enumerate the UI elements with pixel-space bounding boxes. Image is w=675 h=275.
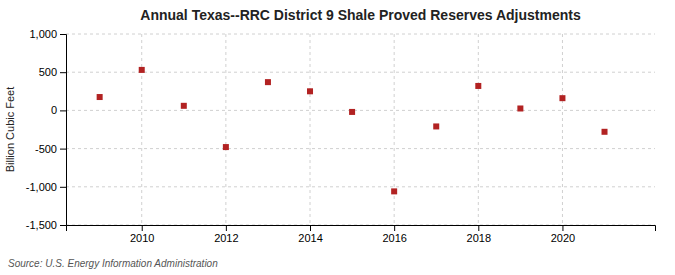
tick-label: 500 (39, 66, 57, 78)
tick: -1,500 (26, 219, 66, 231)
annotation: Source: U.S. Energy Information Administ… (8, 258, 218, 269)
y-axis-title: Billion Cubic Feet (4, 87, 16, 173)
tick: -1,000 (26, 181, 66, 193)
grid-line-x (141, 34, 142, 225)
point (307, 88, 313, 94)
grid-line-y (66, 72, 655, 73)
tick-label: 2020 (551, 232, 575, 244)
tick: 2018 (467, 225, 491, 244)
plot-area: 2010 2012 2014 2016 2018 2020 -1,500 -1,000 -500… (26, 28, 656, 244)
grid-line-y (66, 186, 655, 187)
tick-mark (310, 225, 311, 231)
tick-label: 2010 (130, 232, 154, 244)
grid-line-x (394, 34, 395, 225)
x-axis: 2010 2012 2014 2016 2018 2020 (67, 225, 656, 244)
grid-line-y (66, 34, 655, 35)
tick: 2020 (551, 225, 575, 244)
tick-label: 0 (51, 104, 57, 116)
tick-mark (60, 34, 66, 35)
tick-label: 1,000 (29, 28, 57, 40)
tick-mark (226, 225, 227, 231)
point (223, 144, 229, 150)
tick: 0 (51, 104, 66, 116)
tick-mark (562, 225, 563, 231)
tick-mark (60, 187, 66, 188)
point (349, 109, 355, 115)
tick-label: 2018 (467, 232, 491, 244)
tick-mark (142, 225, 143, 231)
tick-label: 2012 (214, 232, 238, 244)
tick-label: -1,000 (26, 181, 57, 193)
tick-mark (478, 225, 479, 231)
point (181, 103, 187, 109)
points (97, 67, 608, 194)
tick-label: 2016 (382, 232, 406, 244)
grid-line-x (310, 34, 311, 225)
tick-label: 2014 (298, 232, 322, 244)
grid-line-x (225, 34, 226, 225)
point (602, 129, 608, 135)
point (433, 123, 439, 129)
point (139, 67, 145, 73)
tick-mark (60, 225, 66, 226)
grid-line-x (478, 34, 479, 225)
tick: 2012 (214, 225, 238, 244)
chart-svg: 2010 2012 2014 2016 2018 2020 -1,500 -1,000 -500… (0, 0, 675, 275)
point (475, 83, 481, 89)
tick: 2010 (130, 225, 154, 244)
grid-line-y (66, 148, 655, 149)
grid-line-x (562, 34, 563, 225)
axis-line (67, 226, 656, 232)
tick-label: -500 (35, 143, 57, 155)
grid (66, 34, 655, 225)
point (391, 188, 397, 194)
tick: 2014 (298, 225, 322, 244)
tick-label: -1,500 (26, 219, 57, 231)
point (97, 94, 103, 100)
tick: 2016 (382, 225, 406, 244)
point (517, 105, 523, 111)
tick: -500 (35, 143, 66, 155)
tick-mark (60, 110, 66, 111)
grid-line-y (66, 110, 655, 111)
chart-container: 2010 2012 2014 2016 2018 2020 -1,500 -1,000 -500… (0, 0, 675, 275)
y-axis: -1,500 -1,000 -500 0 500 1,000 (26, 28, 67, 231)
tick-mark (394, 225, 395, 231)
axis-line (60, 35, 67, 226)
title: Annual Texas--RRC District 9 Shale Prove… (140, 7, 581, 23)
point (559, 95, 565, 101)
tick-mark (60, 72, 66, 73)
tick: 500 (39, 66, 66, 78)
point (265, 79, 271, 85)
tick: 1,000 (29, 28, 66, 40)
tick-mark (60, 149, 66, 150)
